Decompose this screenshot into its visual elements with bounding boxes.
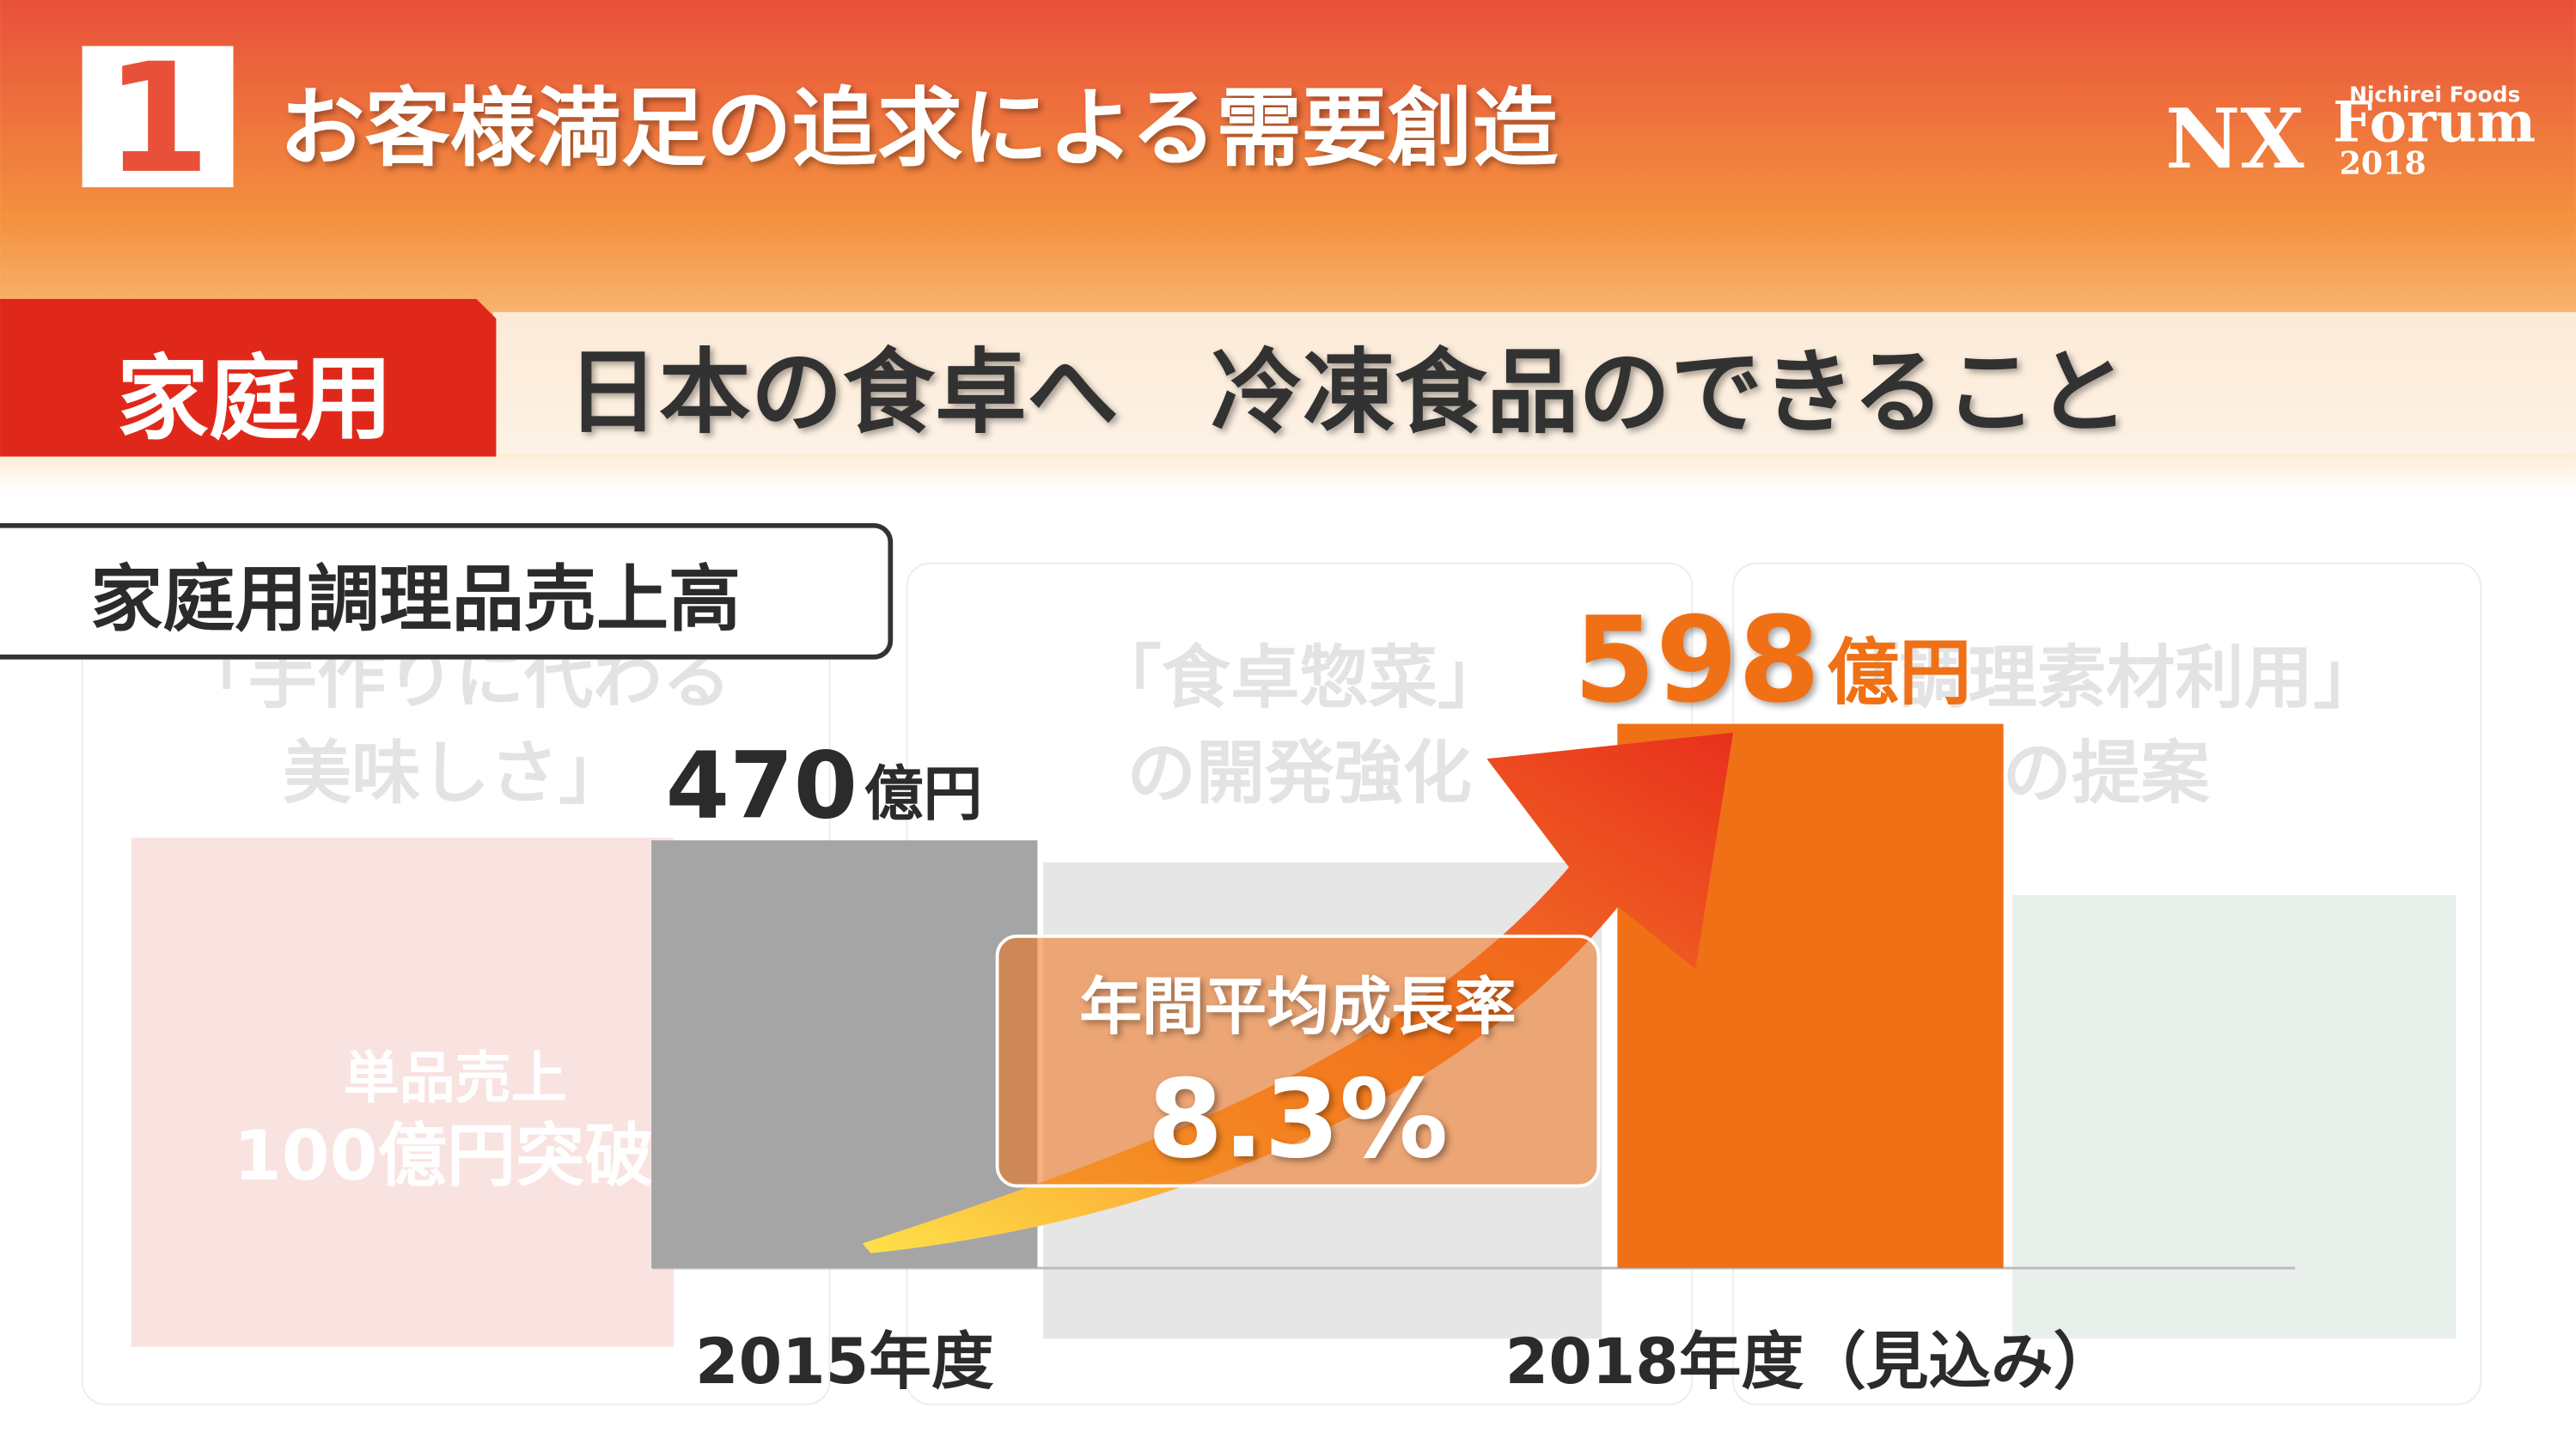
annotation-box bbox=[995, 934, 1601, 1188]
product-image bbox=[131, 838, 674, 1347]
product-image bbox=[2012, 895, 2457, 1339]
number-box bbox=[82, 46, 234, 187]
panel-text: の提案 bbox=[2003, 732, 2211, 813]
bar bbox=[651, 840, 1038, 1269]
logo-year: 2018 bbox=[2340, 145, 2426, 182]
annotation-label: 年間平均成長率 bbox=[1079, 972, 1517, 1044]
panel-text: 「調理素材利用」 bbox=[1830, 637, 2382, 717]
section-tab-text: 家庭用 bbox=[117, 346, 393, 453]
annotation-value: 8.3% bbox=[1148, 1056, 1449, 1182]
chart-title-box bbox=[0, 522, 894, 660]
section-heading: 日本の食卓へ 冷凍食品のできること bbox=[567, 339, 2129, 446]
logo-forum: Forum bbox=[2333, 89, 2536, 155]
panel-text: 美味しさ」 bbox=[283, 732, 628, 813]
product-text: 100億円突破 bbox=[234, 1115, 654, 1196]
product-text: 単品売上 bbox=[344, 1046, 567, 1111]
value-unit: 億円 bbox=[1827, 631, 1971, 715]
chart-title: 家庭用調理品売上高 bbox=[90, 558, 741, 642]
heading-band bbox=[492, 312, 2576, 454]
slide-title: お客様満足の追求による需要創造 bbox=[279, 80, 1559, 179]
x-tick-label: 2018年度（見込み） bbox=[1505, 1326, 2116, 1399]
value-label: 470 bbox=[666, 733, 858, 839]
logo-company: Nichirei Foods bbox=[2349, 82, 2520, 107]
section-tab bbox=[0, 298, 497, 457]
value-unit: 億円 bbox=[864, 760, 983, 829]
x-tick-label: 2015年度 bbox=[695, 1326, 994, 1399]
panel-text: 「食卓惣菜」 bbox=[1092, 637, 1506, 717]
value-label: 598 bbox=[1573, 592, 1820, 729]
growth-arrow bbox=[862, 732, 1734, 1253]
slide-number: 1 bbox=[105, 32, 210, 207]
logo-nx: NX bbox=[2165, 90, 2304, 187]
panel-text: の開発強化 bbox=[1127, 732, 1473, 813]
